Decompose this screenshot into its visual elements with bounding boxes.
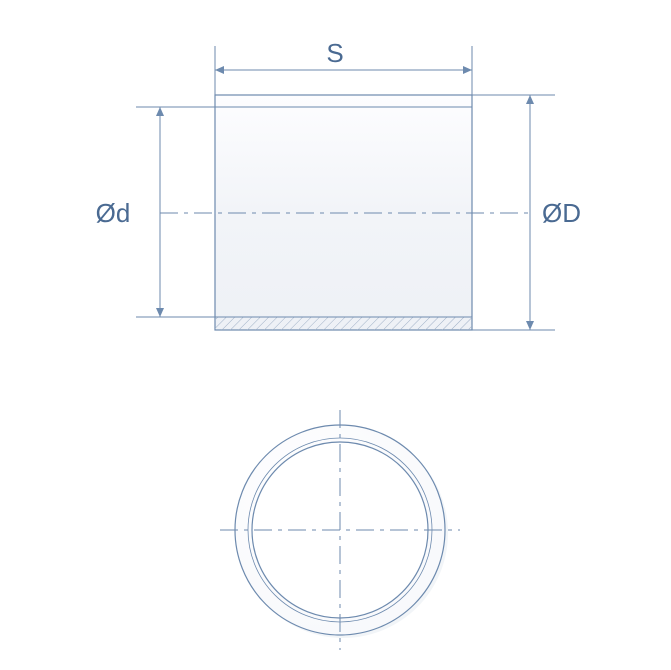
bushing-engineering-diagram: S Ød ØD [0, 0, 671, 670]
top-view [220, 410, 460, 650]
dimension-s: S [215, 38, 472, 95]
dimension-d-label: Ød [96, 198, 131, 228]
front-view: S Ød ØD [96, 38, 581, 330]
section-hatch [215, 317, 472, 330]
dimension-d: Ød [96, 107, 215, 317]
dimension-big-d-label: ØD [542, 198, 581, 228]
dimension-s-label: S [326, 38, 343, 68]
